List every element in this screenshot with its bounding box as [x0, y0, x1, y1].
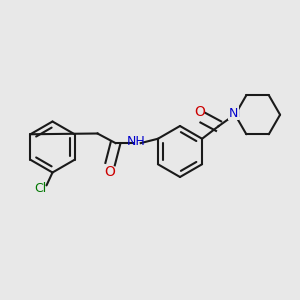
Text: N: N [229, 107, 238, 120]
Text: N: N [230, 107, 240, 120]
Text: O: O [194, 105, 206, 119]
Text: Cl: Cl [34, 182, 46, 196]
Text: O: O [105, 165, 116, 178]
Text: NH: NH [127, 135, 146, 148]
